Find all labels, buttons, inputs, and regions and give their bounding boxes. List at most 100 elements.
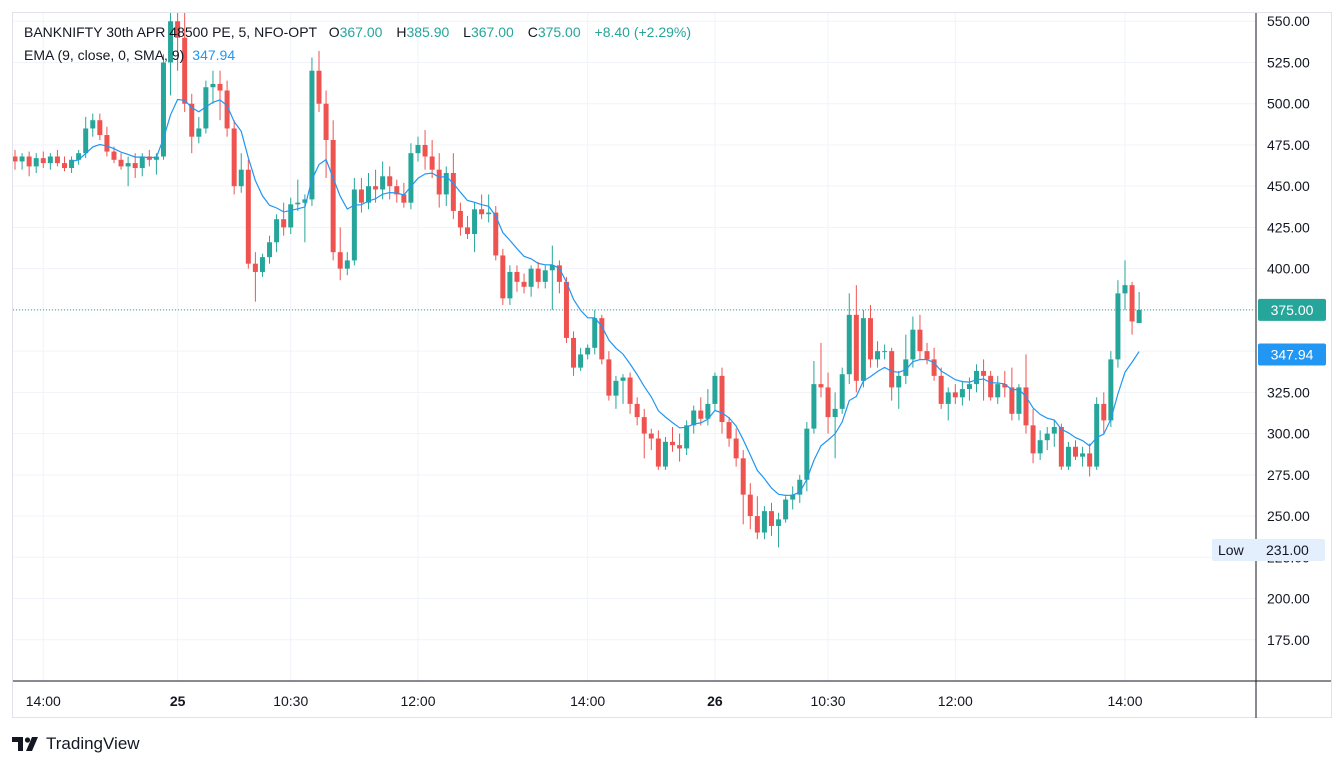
candle (952, 384, 958, 404)
candle (1044, 426, 1050, 451)
candle (1101, 392, 1107, 434)
tradingview-logo-icon (12, 737, 38, 751)
candle (366, 172, 371, 210)
candle (853, 285, 859, 393)
candle-body (267, 242, 273, 258)
candle (556, 260, 562, 294)
last-price-tag-text: 375.00 (1271, 302, 1314, 318)
candle (168, 13, 174, 96)
candle (1094, 397, 1100, 470)
candle-body (804, 428, 810, 480)
candle (394, 179, 400, 203)
candle (995, 375, 1001, 404)
time-tick-label: 14:00 (1107, 693, 1142, 709)
candle (76, 149, 82, 165)
ema-value: 347.94 (192, 47, 236, 63)
candle-body (1129, 285, 1135, 322)
candle-body (995, 384, 1001, 398)
candle-body (1016, 387, 1022, 414)
candle-body (1002, 384, 1008, 388)
candle (797, 474, 803, 503)
candle (719, 367, 725, 434)
candle-body (698, 410, 704, 419)
candle-body (988, 375, 994, 398)
candle-body (245, 169, 251, 264)
candle (974, 364, 980, 393)
price-tick-label: 475.00 (1267, 137, 1310, 153)
candle (549, 245, 555, 310)
candle (1023, 354, 1029, 434)
candle-body (747, 494, 753, 517)
candle (210, 70, 216, 104)
candle (13, 149, 18, 170)
candle-body (1108, 359, 1114, 421)
candle (514, 265, 520, 292)
candle-body (832, 408, 838, 418)
candle (182, 13, 188, 112)
candle (783, 496, 789, 523)
candle (860, 309, 866, 388)
candle-body (783, 499, 789, 520)
candle (323, 90, 329, 178)
candle-body (274, 219, 280, 243)
candle-body (705, 403, 711, 419)
candle-body (118, 159, 124, 167)
candle-body (330, 140, 336, 253)
symbol-title[interactable]: BANKNIFTY 30th APR 48500 PE, 5, NFO-OPT (24, 24, 317, 40)
time-axis[interactable]: 14:00 25 10:30 12:00 14:00 26 10:30 12:00 14:00 (26, 693, 1143, 709)
candle (40, 151, 46, 169)
time-tick-label: 12:00 (400, 693, 435, 709)
candle-body (1115, 293, 1121, 360)
candle (125, 156, 131, 187)
last-price-tag-bg (1258, 298, 1326, 321)
candle-body (153, 156, 159, 160)
candle (988, 370, 994, 401)
candle-body (761, 511, 767, 533)
candle (768, 502, 774, 536)
candle (563, 276, 569, 343)
candle-body (726, 422, 732, 439)
candle-body (203, 87, 209, 129)
candle-body (620, 377, 626, 381)
candle-body (1009, 387, 1015, 414)
time-tick-label: 25 (170, 693, 186, 709)
close-value: 375.00 (537, 24, 581, 40)
candle-body (125, 163, 131, 167)
candle-body (712, 375, 718, 404)
candle-body (733, 438, 739, 459)
candle-body (966, 384, 972, 390)
candle (726, 417, 732, 447)
candle (839, 367, 845, 414)
candle (521, 273, 527, 294)
candle (358, 177, 364, 213)
candle-body (974, 370, 980, 385)
candle (1058, 423, 1064, 470)
candle (160, 54, 166, 160)
candle (790, 486, 796, 510)
price-tick-label: 400.00 (1267, 261, 1310, 277)
candle (380, 161, 386, 200)
candle (1136, 291, 1142, 324)
ema-label[interactable]: EMA (9, close, 0, SMA, 9) (24, 47, 185, 63)
candle-body (839, 374, 845, 409)
price-tick-label: 525.00 (1267, 54, 1310, 70)
candle (472, 202, 478, 253)
candle (917, 314, 923, 360)
candle (945, 387, 951, 421)
candle-body (97, 120, 103, 136)
candle (1108, 351, 1114, 427)
candles (13, 13, 1142, 548)
candle-body (875, 351, 881, 360)
price-tick-label: 200.00 (1267, 591, 1310, 607)
candle-body (931, 359, 937, 376)
tradingview-logo[interactable]: TradingView (12, 733, 140, 755)
candle (415, 136, 421, 162)
candle (634, 397, 640, 426)
candle (486, 194, 492, 223)
candle (175, 13, 181, 71)
candle (875, 341, 881, 368)
candle (47, 153, 53, 170)
candle-body (563, 281, 569, 338)
candle (302, 194, 308, 243)
